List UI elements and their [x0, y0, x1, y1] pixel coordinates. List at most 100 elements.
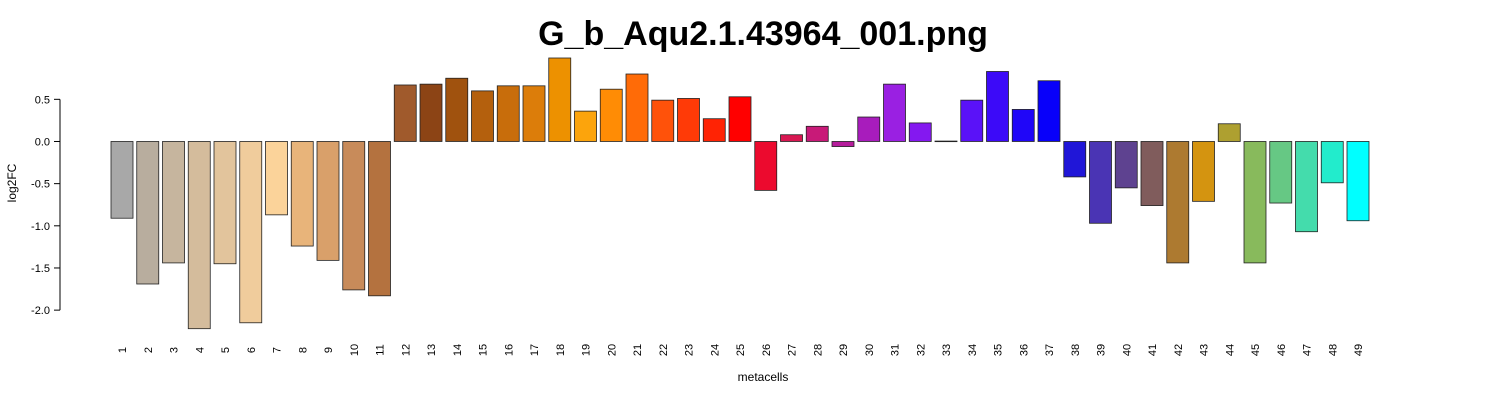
- x-tick-label-13: 13: [426, 344, 438, 356]
- bar-32: [908, 122, 932, 142]
- chart-title: G_b_Aqu2.1.43964_001.png: [538, 15, 988, 53]
- x-tick-label-23: 23: [684, 344, 696, 356]
- bar-41: [1140, 141, 1164, 206]
- bar-46: [1269, 141, 1293, 204]
- bar-13: [419, 83, 443, 142]
- bar-7: [265, 141, 288, 216]
- x-tick-label-41: 41: [1147, 344, 1159, 356]
- x-tick-label-9: 9: [323, 347, 335, 353]
- x-tick-label-11: 11: [375, 344, 387, 355]
- x-tick-label-19: 19: [581, 344, 593, 356]
- x-tick-label-39: 39: [1096, 344, 1108, 356]
- x-tick-label-24: 24: [709, 344, 721, 356]
- x-tick-label-32: 32: [915, 344, 927, 356]
- x-tick-label-12: 12: [400, 344, 412, 356]
- bar-20: [599, 88, 623, 142]
- bar-30: [857, 116, 881, 142]
- x-tick-label-5: 5: [220, 347, 232, 353]
- x-tick-label-29: 29: [838, 344, 850, 356]
- x-tick-label-18: 18: [555, 344, 567, 356]
- bar-38: [1063, 141, 1087, 178]
- x-tick-label-26: 26: [761, 344, 773, 356]
- bar-12: [393, 84, 417, 142]
- bar-28: [805, 125, 829, 142]
- bar-21: [625, 73, 649, 142]
- bar-27: [780, 134, 803, 142]
- x-tick-label-35: 35: [993, 344, 1005, 356]
- x-tick-label-25: 25: [735, 344, 747, 356]
- x-tick-label-33: 33: [941, 344, 953, 356]
- bar-4: [187, 141, 211, 330]
- bar-39: [1089, 141, 1112, 224]
- x-tick-label-43: 43: [1199, 344, 1211, 356]
- y-tick-label: -0.5: [31, 179, 50, 191]
- x-tick-label-2: 2: [143, 347, 155, 353]
- x-tick-label-28: 28: [812, 344, 824, 356]
- bar-5: [213, 141, 237, 265]
- bar-9: [316, 141, 340, 261]
- bar-33: [934, 140, 958, 143]
- x-tick-label-7: 7: [272, 347, 284, 353]
- bar-18: [548, 57, 572, 142]
- bars: [110, 57, 1370, 330]
- bar-29: [831, 141, 855, 147]
- bar-1: [110, 141, 134, 219]
- x-tick-label-47: 47: [1302, 344, 1314, 356]
- y-tick-label: 0.0: [35, 136, 50, 148]
- x-tick-label-37: 37: [1044, 344, 1056, 356]
- bar-2: [136, 141, 160, 285]
- x-tick-label-48: 48: [1327, 344, 1339, 356]
- bar-19: [574, 110, 597, 142]
- x-tick-label-1: 1: [117, 347, 129, 353]
- bar-44: [1217, 123, 1241, 142]
- x-tick-label-46: 46: [1276, 344, 1288, 356]
- y-tick-label: -2.0: [31, 305, 50, 317]
- bar-43: [1192, 141, 1215, 202]
- x-tick-label-49: 49: [1353, 344, 1365, 356]
- x-tick-label-3: 3: [169, 347, 181, 353]
- bar-26: [754, 141, 778, 191]
- y-axis-label: log2FC: [5, 163, 19, 202]
- x-tick-label-45: 45: [1250, 344, 1262, 356]
- bar-37: [1037, 80, 1061, 142]
- y-tick-label: 0.5: [35, 94, 50, 106]
- x-tick-label-16: 16: [503, 344, 515, 356]
- x-tick-label-38: 38: [1070, 344, 1082, 356]
- bar-14: [445, 77, 469, 142]
- bar-35: [986, 71, 1009, 142]
- bar-34: [960, 99, 984, 142]
- bar-45: [1243, 141, 1267, 264]
- bar-24: [702, 118, 726, 142]
- bar-6: [239, 141, 263, 324]
- x-tick-label-36: 36: [1018, 344, 1030, 356]
- bar-48: [1320, 141, 1344, 184]
- bar-3: [162, 141, 185, 264]
- x-tick-label-17: 17: [529, 344, 541, 356]
- bar-47: [1295, 141, 1318, 233]
- y-tick-label: -1.0: [31, 221, 50, 233]
- bar-17: [522, 85, 546, 142]
- x-tick-label-22: 22: [658, 344, 670, 356]
- bar-42: [1166, 141, 1190, 264]
- x-tick-label-30: 30: [864, 344, 876, 356]
- x-tick-label-14: 14: [452, 344, 464, 356]
- x-tick-label-21: 21: [632, 344, 644, 356]
- x-axis-label: metacells: [738, 370, 789, 384]
- x-tick-label-31: 31: [890, 344, 902, 356]
- bar-31: [883, 83, 906, 142]
- bar-10: [342, 141, 366, 291]
- bar-22: [651, 99, 675, 142]
- bar-36: [1011, 109, 1035, 142]
- bar-23: [677, 98, 700, 142]
- y-axis: 0.5 0.0 -0.5 -1.0 -1.5 -2.0: [31, 94, 61, 317]
- x-tick-label-27: 27: [787, 344, 799, 356]
- x-tick-labels: 1 2 3 4 5 6 7 8 9 10 11 12 13 14 15 16 17 18 19 20 21 22 23 24 2…: [117, 344, 1365, 356]
- x-tick-label-34: 34: [967, 344, 979, 356]
- x-tick-label-4: 4: [194, 347, 206, 353]
- x-tick-label-6: 6: [246, 347, 258, 353]
- x-tick-label-8: 8: [297, 347, 309, 353]
- y-tick-label: -1.5: [31, 263, 50, 275]
- x-tick-label-20: 20: [606, 344, 618, 356]
- bar-16: [496, 85, 520, 142]
